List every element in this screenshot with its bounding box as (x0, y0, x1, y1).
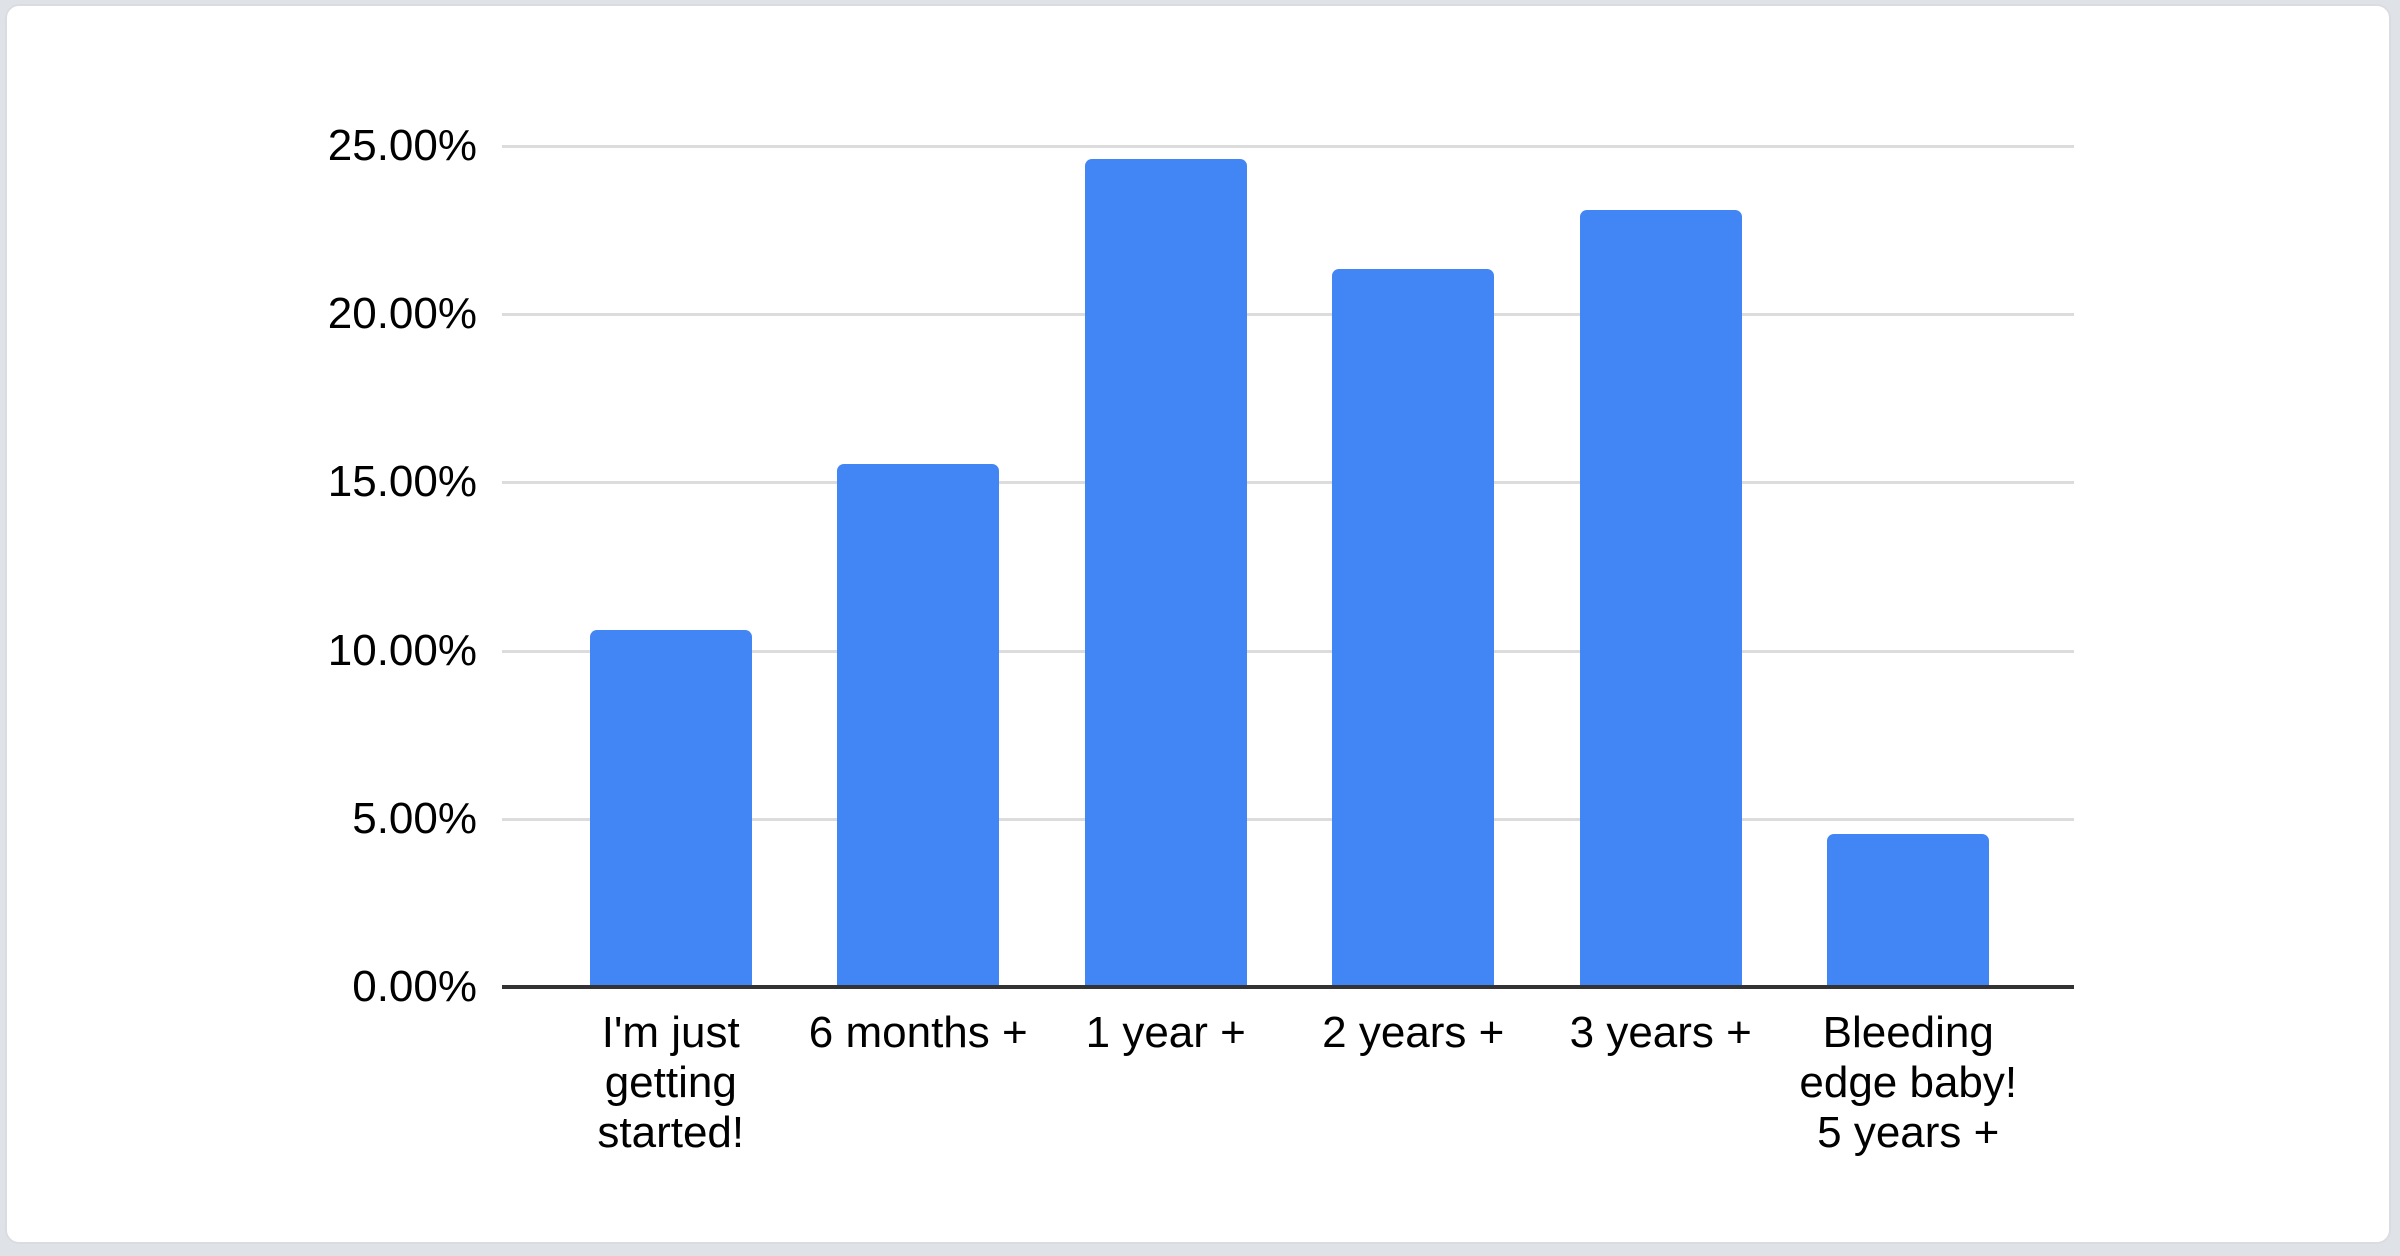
y-tick-label: 20.00% (327, 289, 477, 339)
x-axis-label: I'm just getting started! (597, 1008, 745, 1157)
bar-chart: 25.00% 20.00% 15.00% 10.00% 5.00% 0.00% I'm j… (7, 6, 2389, 1242)
x-axis-label: 3 years + (1569, 1008, 1752, 1057)
bar-4[interactable] (1332, 268, 1495, 987)
y-tick-label: 15.00% (327, 457, 477, 507)
gridline (502, 145, 2074, 148)
y-tick-label: 25.00% (327, 121, 477, 170)
chart-card: 25.00% 20.00% 15.00% 10.00% 5.00% 0.00% I'm j… (5, 4, 2391, 1244)
gridline (502, 649, 2074, 653)
bar-5[interactable] (1579, 209, 1742, 987)
gridline (502, 481, 2074, 485)
x-axis-label: 1 year + (1085, 1008, 1246, 1057)
bar-1[interactable] (589, 630, 752, 987)
y-tick-label: 0.00% (352, 962, 477, 1011)
y-tick-label: 5.00% (352, 793, 477, 843)
y-tick-label: 10.00% (327, 625, 477, 675)
gridline (502, 817, 2074, 821)
bar-3[interactable] (1084, 159, 1247, 987)
x-axis-line (502, 985, 2074, 989)
x-axis-label: 6 months + (808, 1008, 1028, 1057)
bar-2[interactable] (837, 463, 1000, 987)
bar-6[interactable] (1827, 833, 1990, 987)
x-axis-label: Bleeding edge baby! 5 years + (1799, 1008, 2018, 1157)
gridline (502, 313, 2074, 317)
x-axis-label: 2 years + (1322, 1008, 1505, 1057)
